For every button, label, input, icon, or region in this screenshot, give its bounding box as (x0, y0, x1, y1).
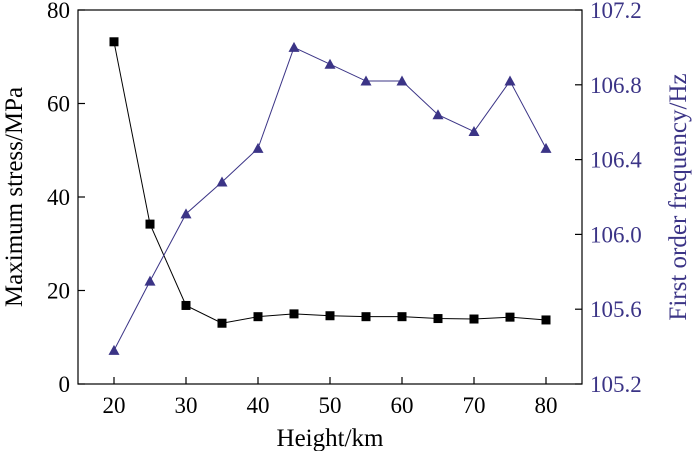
frequency-point-marker (468, 126, 480, 137)
frequency-point-marker (432, 109, 444, 120)
series-layer (108, 37, 552, 355)
x-tick-label: 80 (535, 393, 558, 418)
frequency-point-marker (108, 344, 120, 355)
left-tick-label: 80 (47, 0, 70, 23)
frequency-point-marker (288, 41, 300, 52)
x-axis: 20 30 40 50 60 70 80 (103, 377, 558, 418)
stress-point-marker (145, 219, 155, 229)
frequency-point-marker (360, 75, 372, 86)
left-tick-label: 20 (47, 279, 70, 304)
x-tick-label: 60 (391, 393, 414, 418)
frequency-point-marker (540, 142, 552, 153)
frequency-point-marker (252, 142, 264, 153)
stress-point-marker (181, 300, 191, 310)
x-tick-label: 20 (103, 393, 126, 418)
left-axis-label: Maximum stress/MPa (1, 87, 28, 307)
left-axis: 0 20 40 60 80 (47, 0, 85, 397)
x-tick-label: 70 (463, 393, 486, 418)
frequency-series-line (113, 46, 547, 351)
frequency-point-marker (180, 208, 192, 219)
right-tick-label: 107.2 (590, 0, 642, 23)
right-tick-label: 106.0 (590, 222, 642, 247)
left-tick-label: 60 (47, 92, 70, 117)
right-axis-label: First order frequency/Hz (665, 73, 692, 320)
frequency-point-marker (504, 75, 516, 86)
right-tick-label: 105.6 (590, 297, 642, 322)
x-tick-label: 30 (175, 393, 198, 418)
stress-point-marker (109, 37, 119, 47)
stress-point-marker (289, 309, 299, 319)
left-tick-label: 0 (59, 372, 71, 397)
stress-point-marker (253, 312, 263, 322)
right-tick-label: 105.2 (590, 372, 642, 397)
stress-point-marker (217, 318, 227, 328)
stress-point-marker (397, 312, 407, 322)
frequency-point-marker (216, 176, 228, 187)
stress-point-marker (469, 314, 479, 324)
x-tick-label: 40 (247, 393, 270, 418)
x-tick-label: 50 (319, 393, 342, 418)
x-axis-label: Height/km (277, 425, 384, 451)
stress-point-marker (361, 312, 371, 322)
stress-point-marker (505, 312, 515, 322)
right-tick-label: 106.4 (590, 148, 642, 173)
stress-point-marker (541, 315, 551, 325)
stress-point-marker (325, 311, 335, 321)
frequency-point-marker (324, 58, 336, 69)
frequency-point-marker (144, 275, 156, 286)
right-tick-label: 106.8 (590, 73, 642, 98)
stress-point-marker (433, 314, 443, 324)
frequency-point-marker (396, 75, 408, 86)
right-axis: 105.2 105.6 106.0 106.4 106.8 107.2 (575, 0, 642, 397)
left-tick-label: 40 (47, 185, 70, 210)
stress-series-line (113, 41, 547, 324)
